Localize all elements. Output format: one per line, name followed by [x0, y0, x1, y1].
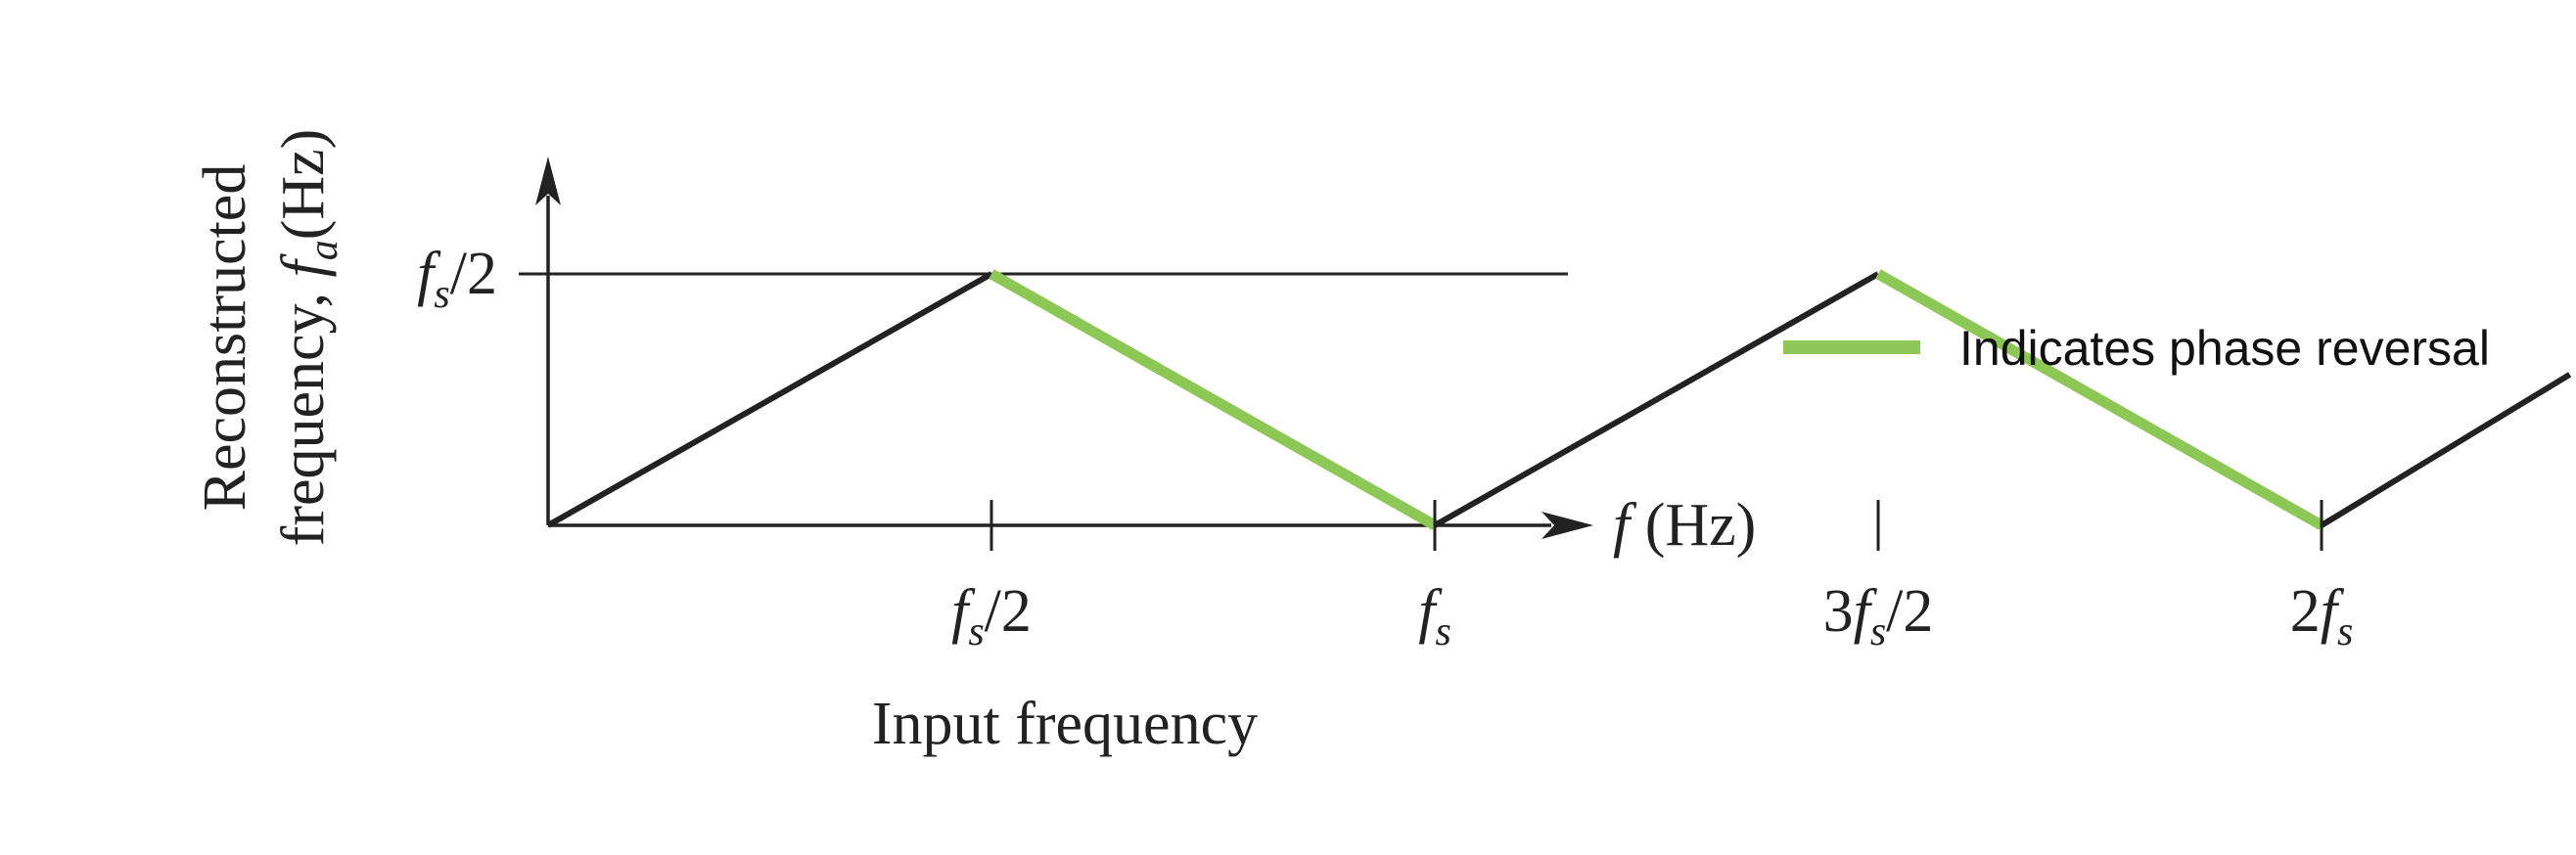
x-tick-label: 2fs: [2290, 578, 2354, 654]
x-axis-title: Input frequency: [872, 691, 1258, 757]
x-axis-unit-label: f (Hz): [1613, 492, 1756, 559]
x-axis-arrow: [1541, 512, 1593, 539]
y-axis-title: Reconstructed frequency, fa(Hz): [192, 129, 346, 547]
series-segment: [546, 271, 993, 528]
y-axis-arrow: [535, 157, 561, 205]
label-layer: fs/2 fs 3fs/2 2fs fs/2 f (Hz) Input frequency R…: [192, 129, 2490, 757]
legend: Indicates phase reversal: [1783, 321, 2490, 376]
phase-reversal-segment: [1875, 269, 2324, 530]
phase-reversal-segment: [989, 269, 1438, 530]
series-segment: [1433, 271, 1880, 528]
x-tick-label: fs/2: [951, 578, 1032, 654]
y-axis-title-line1: Reconstructed: [192, 164, 258, 512]
plot-area: [519, 157, 2572, 551]
x-tick-label: 3fs/2: [1823, 578, 1934, 654]
y-tick-label: fs/2: [417, 241, 497, 317]
series-segment: [2320, 372, 2572, 528]
legend-label: Indicates phase reversal: [1959, 321, 2490, 376]
x-tick-label: fs: [1418, 578, 1451, 654]
y-axis-title-line2: frequency, fa(Hz): [270, 129, 346, 547]
